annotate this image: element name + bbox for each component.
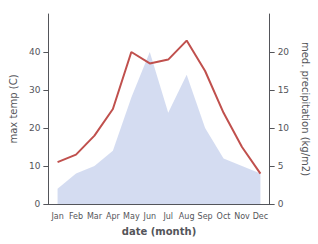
svg-text:15: 15 — [278, 85, 289, 95]
svg-text:10: 10 — [29, 161, 41, 171]
svg-text:0: 0 — [35, 199, 41, 209]
svg-text:Dec: Dec — [253, 212, 268, 221]
svg-text:Oct: Oct — [217, 212, 231, 221]
svg-text:Aug: Aug — [179, 212, 195, 221]
svg-text:med. precipitation (kg/m2): med. precipitation (kg/m2) — [300, 42, 311, 176]
svg-text:Nov: Nov — [234, 212, 250, 221]
svg-text:Jun: Jun — [143, 212, 157, 221]
svg-text:10: 10 — [278, 123, 290, 133]
svg-text:5: 5 — [278, 161, 284, 171]
svg-text:20: 20 — [29, 123, 41, 133]
svg-text:30: 30 — [29, 85, 41, 95]
svg-text:40: 40 — [29, 47, 41, 57]
svg-text:0: 0 — [278, 199, 284, 209]
svg-text:date (month): date (month) — [122, 226, 196, 237]
svg-text:May: May — [123, 212, 140, 221]
svg-text:Apr: Apr — [106, 212, 121, 221]
svg-text:Mar: Mar — [87, 212, 103, 221]
svg-text:Jan: Jan — [50, 212, 63, 221]
svg-text:Feb: Feb — [69, 212, 83, 221]
svg-text:max temp (C): max temp (C) — [8, 74, 19, 143]
svg-text:Jul: Jul — [162, 212, 173, 221]
svg-text:Sep: Sep — [198, 212, 213, 221]
svg-text:20: 20 — [278, 47, 290, 57]
